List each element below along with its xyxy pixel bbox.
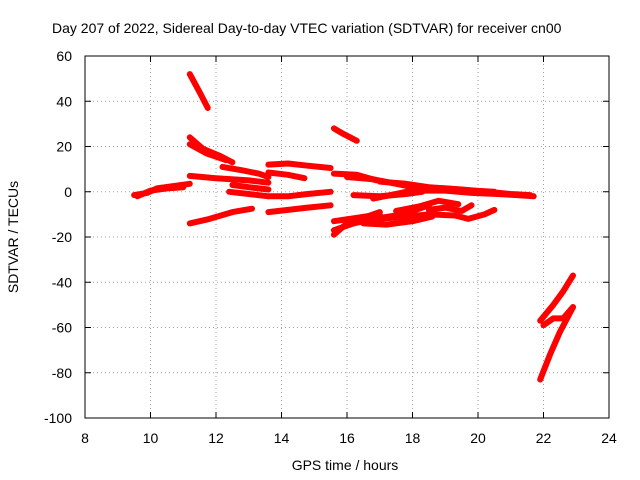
series-track-30 xyxy=(540,304,576,329)
x-tick-label: 8 xyxy=(81,430,89,446)
x-tick-label: 10 xyxy=(143,430,159,446)
series-track-18 xyxy=(330,211,383,225)
series-track-14 xyxy=(330,125,360,144)
series-track-5 xyxy=(186,172,272,186)
series-track-28 xyxy=(537,304,576,383)
series-track-9 xyxy=(226,188,272,200)
y-tick-label: -20 xyxy=(52,229,72,245)
x-tick-label: 22 xyxy=(536,430,552,446)
x-tick-label: 24 xyxy=(601,430,617,446)
x-tick-label: 18 xyxy=(405,430,421,446)
y-tick-label: -80 xyxy=(52,365,72,381)
data-series-group xyxy=(131,71,576,383)
y-tick-label: -100 xyxy=(44,410,72,426)
series-track-12 xyxy=(265,202,334,216)
series-track-26 xyxy=(416,187,537,200)
series-track-10 xyxy=(265,160,334,171)
series-track-6 xyxy=(186,205,255,227)
y-tick-label: 60 xyxy=(56,48,72,64)
y-tick-label: 20 xyxy=(56,139,72,155)
chart-title: Day 207 of 2022, Sidereal Day-to-day VTE… xyxy=(52,20,562,36)
series-track-22 xyxy=(376,206,498,222)
x-axis-label: GPS time / hours xyxy=(292,457,399,473)
x-tick-label: 14 xyxy=(274,430,290,446)
series-track-2 xyxy=(186,71,211,111)
series-track-21 xyxy=(360,213,436,228)
series-track-13 xyxy=(265,188,334,200)
grid xyxy=(85,56,609,418)
series-track-1 xyxy=(134,184,187,200)
series-track-11 xyxy=(265,169,308,182)
series-track-7 xyxy=(219,163,272,180)
y-tick-label: -40 xyxy=(52,274,72,290)
x-tick-label: 20 xyxy=(470,430,486,446)
y-tick-label: 40 xyxy=(56,93,72,109)
series-track-8 xyxy=(229,182,272,193)
y-tick-label: 0 xyxy=(64,184,72,200)
series-track-29 xyxy=(537,272,576,324)
y-axis-label: SDTVAR / TECUs xyxy=(5,181,21,293)
x-tick-label: 12 xyxy=(208,430,224,446)
x-tick-label: 16 xyxy=(339,430,355,446)
axis-ticks xyxy=(84,55,610,419)
series-track-4 xyxy=(186,141,229,164)
series-track-27 xyxy=(425,202,475,214)
y-tick-label: -60 xyxy=(52,320,72,336)
series-track-23 xyxy=(393,197,462,214)
tick-labels: 8 10 12 14 16 18 20 22 24 -100 -80 -60 -40 -20 0 20 40 60 xyxy=(44,48,617,446)
